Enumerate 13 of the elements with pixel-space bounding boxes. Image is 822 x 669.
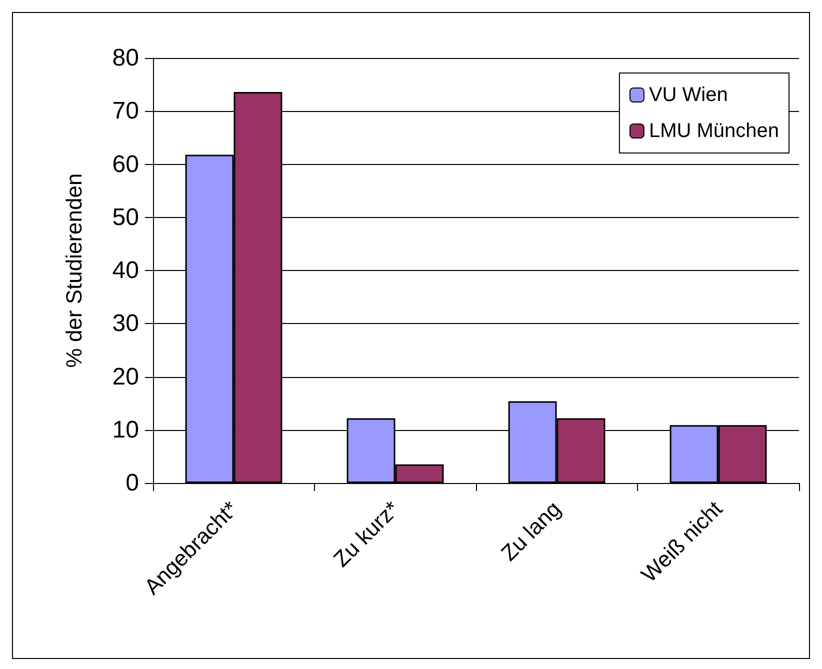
- y-tick-label: 60: [112, 150, 139, 178]
- y-tick-label: 20: [112, 363, 139, 390]
- legend-label: VU Wien: [648, 84, 728, 106]
- y-tick-label: 40: [112, 257, 139, 284]
- y-tick-label: 70: [112, 98, 139, 125]
- y-tick-label: 0: [126, 470, 139, 496]
- y-tick-label: 50: [112, 204, 139, 231]
- y-axis-title: % der Studierenden: [62, 173, 86, 368]
- y-tick-label: 10: [112, 416, 139, 444]
- x-tick-label: Zu lang: [496, 496, 566, 566]
- y-tick-label: 30: [112, 310, 139, 338]
- legend-label: LMU München: [648, 120, 780, 142]
- y-tick-label: 80: [112, 44, 139, 72]
